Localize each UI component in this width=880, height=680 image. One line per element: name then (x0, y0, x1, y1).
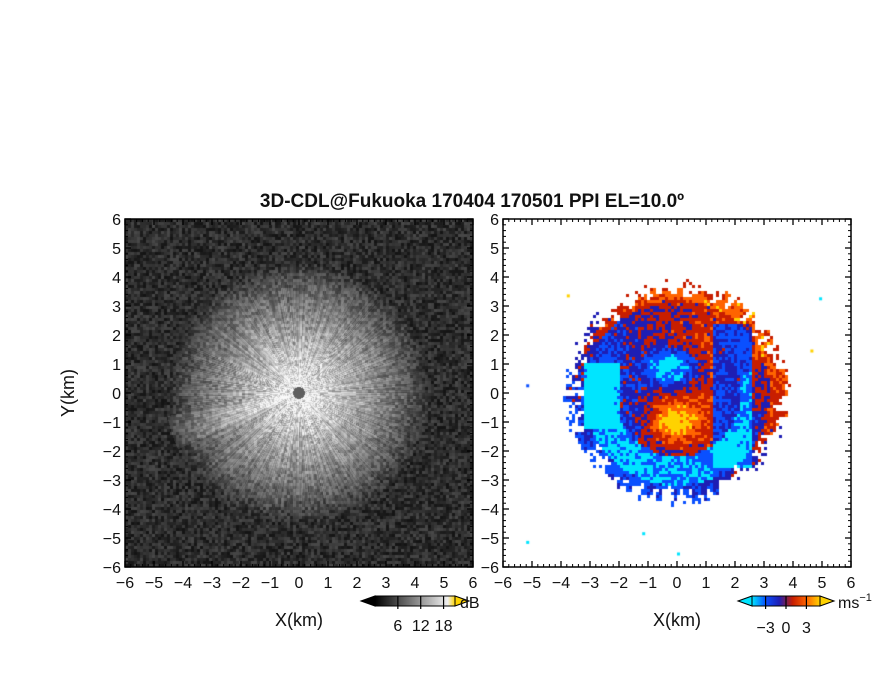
y-tick-label: 3 (490, 299, 499, 316)
snr-ticks: −6 −5 −4 −3 −2 −1 0 1 2 3 4 5 6 6 5 4 3 2 1 0 −1 −2 −3 −4 −5 −6 (103, 212, 478, 592)
colorbar-tick-label: 12 (412, 618, 430, 635)
y-tick-label: 4 (490, 270, 499, 287)
y-tick-label: 5 (112, 241, 121, 258)
y-tick-label: −1 (103, 415, 121, 432)
velocity-x-axis-label: X(km) (653, 610, 701, 630)
y-tick-label: 5 (490, 241, 499, 258)
colorbar-unit-exponent: −1 (859, 592, 872, 604)
y-tick-label: 4 (112, 270, 121, 287)
x-tick-label: −6 (494, 575, 512, 592)
y-tick-label: 1 (490, 357, 499, 374)
velocity-image (503, 219, 851, 567)
x-tick-label: −2 (610, 575, 628, 592)
x-tick-label: −2 (232, 575, 250, 592)
x-tick-label: 0 (673, 575, 682, 592)
velocity-image-container (503, 219, 851, 567)
x-tick-label: 2 (731, 575, 740, 592)
x-tick-label: 4 (411, 575, 420, 592)
x-tick-label: 2 (353, 575, 362, 592)
velocity-panel: −6 −5 −4 −3 −2 −1 0 1 2 3 4 5 6 6 5 4 3 2 1 0 −1 −2 −3 −4 −5 −6 X… (481, 212, 872, 637)
velocity-ticks: −6 −5 −4 −3 −2 −1 0 1 2 3 4 5 6 6 5 4 3 2 1 0 −1 −2 −3 −4 −5 −6 (481, 212, 856, 592)
y-tick-label: 0 (112, 386, 121, 403)
x-tick-label: −4 (174, 575, 192, 592)
y-tick-label: −2 (481, 444, 499, 461)
x-tick-label: −1 (261, 575, 279, 592)
y-tick-label: 1 (112, 357, 121, 374)
x-tick-label: 1 (702, 575, 711, 592)
colorbar-high-arrow (454, 595, 471, 607)
y-tick-label: −4 (103, 502, 121, 519)
y-tick-label: 2 (490, 328, 499, 345)
y-tick-label: 6 (112, 212, 121, 229)
snr-x-axis-label: X(km) (275, 610, 323, 630)
x-tick-label: 3 (382, 575, 391, 592)
x-tick-label: 5 (440, 575, 449, 592)
x-tick-label: −6 (116, 575, 134, 592)
x-tick-label: 4 (789, 575, 798, 592)
y-tick-label: −5 (481, 531, 499, 548)
colorbar-high-arrow (819, 595, 836, 607)
y-tick-label: 0 (490, 386, 499, 403)
x-tick-label: 3 (760, 575, 769, 592)
colorbar-unit: dB (460, 595, 480, 612)
x-tick-label: 5 (818, 575, 827, 592)
y-tick-label: −3 (481, 473, 499, 490)
x-tick-label: −5 (145, 575, 163, 592)
colorbar-tick-label: 6 (393, 618, 402, 635)
colorbar-tick-label: 3 (802, 620, 811, 637)
x-tick-label: 6 (847, 575, 856, 592)
y-tick-label: −5 (103, 531, 121, 548)
y-tick-label: −6 (103, 560, 121, 577)
colorbar-tick-label: −3 (756, 620, 774, 637)
y-tick-label: 3 (112, 299, 121, 316)
y-tick-label: −4 (481, 502, 499, 519)
y-tick-label: −3 (103, 473, 121, 490)
colorbar-low-arrow (359, 595, 376, 607)
x-tick-label: 6 (469, 575, 478, 592)
chart-title: 3D-CDL@Fukuoka 170404 170501 PPI EL=10.0… (260, 191, 684, 212)
y-tick-label: 2 (112, 328, 121, 345)
x-tick-label: 1 (324, 575, 333, 592)
y-tick-label: 6 (490, 212, 499, 229)
x-tick-label: −3 (203, 575, 221, 592)
x-tick-label: −5 (523, 575, 541, 592)
y-tick-label: −1 (481, 415, 499, 432)
y-tick-label: −6 (481, 560, 499, 577)
snr-y-axis-label: Y(km) (58, 369, 78, 417)
snr-colorbar: 6 12 18 dB (359, 595, 480, 635)
velocity-colorbar: −3 0 3 ms−1 (736, 592, 872, 637)
snr-image-container (125, 219, 473, 567)
snr-image (125, 219, 473, 567)
colorbar-tick-label: 0 (782, 620, 791, 637)
x-tick-label: 0 (295, 575, 304, 592)
colorbar-low-arrow (736, 595, 753, 607)
x-tick-label: −3 (581, 575, 599, 592)
x-tick-label: −1 (639, 575, 657, 592)
x-tick-label: −4 (552, 575, 570, 592)
y-tick-label: −2 (103, 444, 121, 461)
colorbar-tick-label: 18 (435, 618, 453, 635)
colorbar-unit: ms−1 (838, 592, 872, 612)
